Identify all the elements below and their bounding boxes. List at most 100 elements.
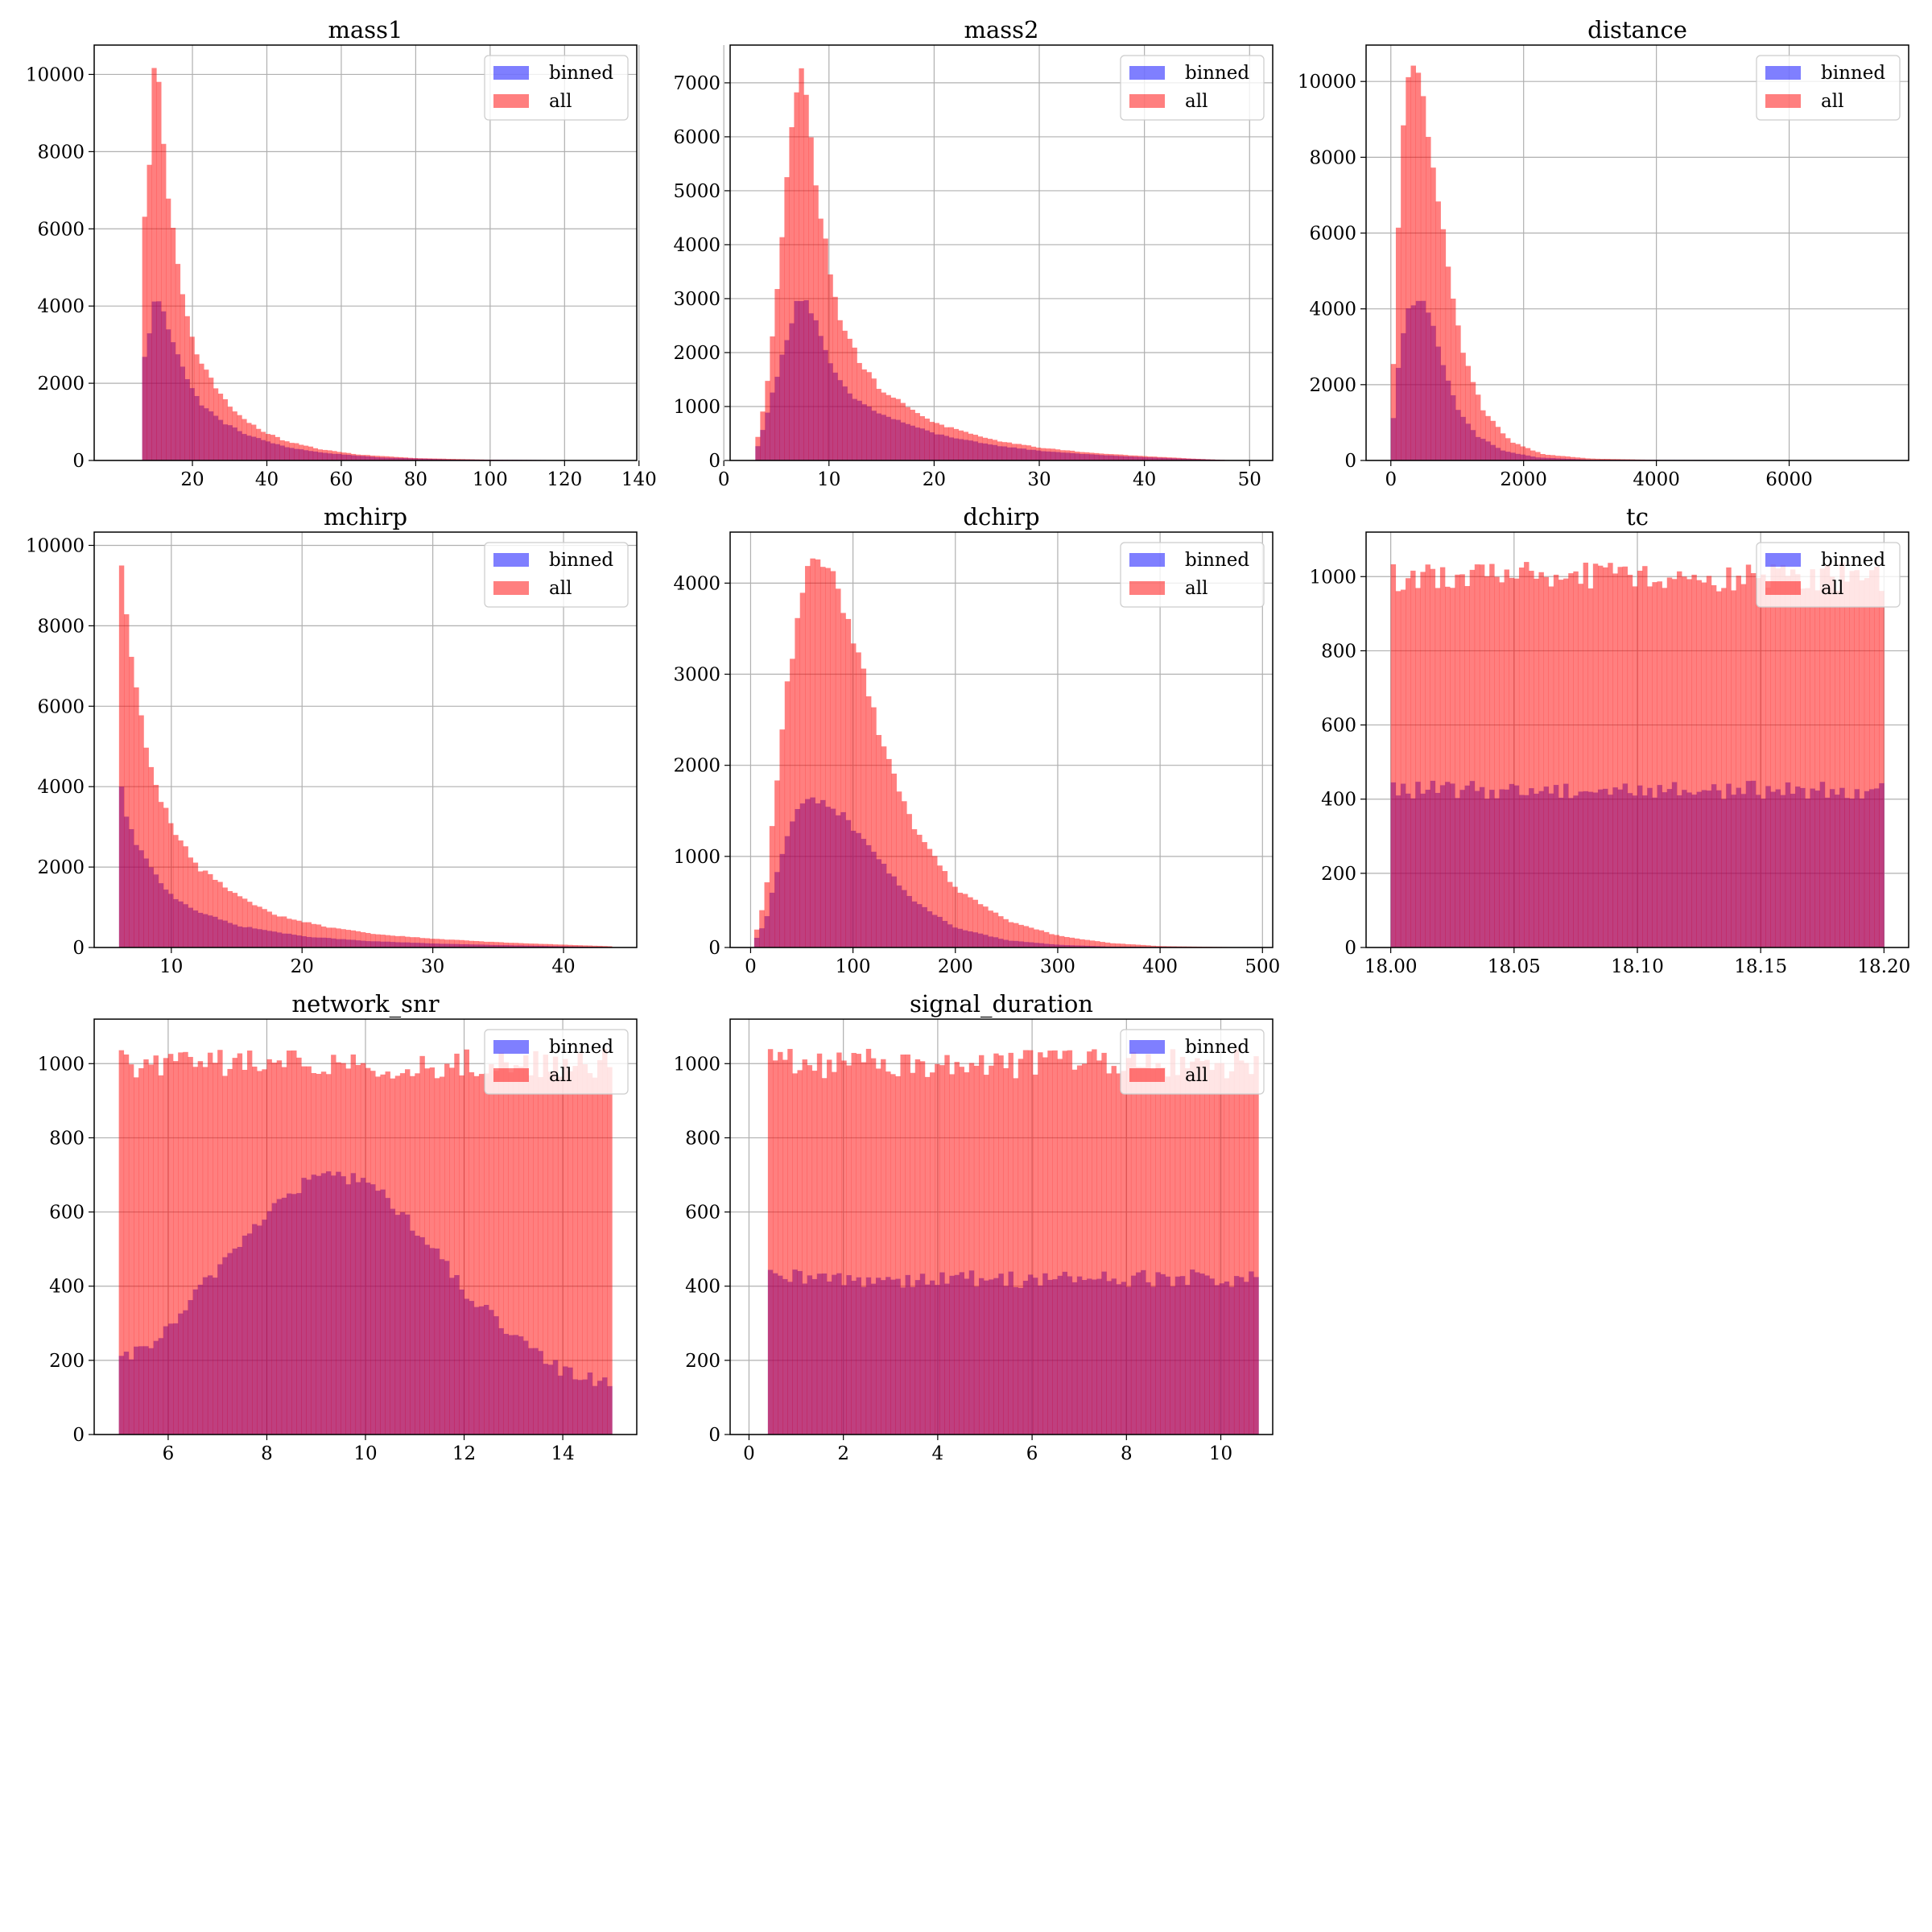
bar-all (1575, 457, 1581, 460)
bar-all (163, 1058, 169, 1435)
bar-all (1677, 571, 1682, 947)
bar-all (857, 362, 862, 460)
bar-all (170, 227, 176, 460)
bar-all (832, 1071, 837, 1435)
bar-all (484, 1073, 489, 1435)
bar-all (977, 436, 984, 460)
bar-all (827, 1059, 832, 1435)
bar-all (156, 81, 162, 460)
bar-all (1195, 458, 1201, 460)
bar-all (350, 930, 357, 947)
bar-all (1162, 456, 1167, 460)
bar-all (232, 1058, 237, 1435)
bar-all (464, 940, 469, 947)
bar-all (813, 185, 819, 461)
y-tick-label: 3000 (673, 289, 720, 310)
bar-all (972, 899, 979, 947)
bar-all (279, 440, 285, 460)
bar-all (147, 164, 152, 461)
bar-all (1819, 568, 1826, 947)
y-tick-label: 8000 (37, 142, 85, 163)
x-tick-label: 4 (932, 1443, 944, 1464)
legend: binned all (484, 55, 629, 121)
bar-all (429, 1067, 436, 1435)
bar-all (284, 441, 290, 460)
bar-all (424, 938, 430, 947)
legend: binned all (484, 1029, 629, 1095)
bar-all (1141, 1067, 1146, 1435)
bar-all (355, 931, 361, 947)
bar-all (1731, 590, 1736, 947)
x-tick-label: 100 (473, 469, 508, 490)
bar-all (375, 934, 381, 947)
bar-all (148, 1064, 154, 1435)
bar-all (1800, 588, 1806, 947)
bar-all (934, 423, 939, 460)
bar-all (184, 316, 190, 460)
bar-all (183, 1051, 188, 1435)
bar-all (597, 1059, 603, 1435)
bar-all (232, 411, 237, 460)
bar-all (256, 428, 262, 460)
bar-all (931, 856, 938, 947)
bar-all (405, 1069, 411, 1435)
bar-all (764, 882, 770, 947)
bar-all (790, 658, 795, 947)
bar-all (336, 452, 342, 460)
y-tick-label: 2000 (37, 374, 85, 394)
bar-all (1011, 444, 1018, 460)
legend-swatch-binned (1129, 1040, 1165, 1054)
bar-all (222, 1075, 228, 1435)
bar-all (207, 1052, 213, 1435)
y-tick-label: 2000 (1309, 375, 1356, 396)
bar-all (118, 565, 125, 947)
bar-all (1554, 456, 1561, 460)
bar-all (954, 1062, 960, 1435)
bar-all (1016, 444, 1022, 460)
bar-all (572, 945, 578, 947)
bar-all (142, 217, 147, 460)
bar-all (271, 1063, 278, 1435)
bar-all (895, 1075, 901, 1435)
bar-all (242, 1070, 248, 1435)
legend-swatch-binned (1765, 66, 1801, 80)
bar-all (1810, 569, 1815, 947)
bar-all (1152, 456, 1158, 460)
x-tick-label: 40 (551, 956, 575, 977)
bar-all (958, 430, 964, 460)
bar-all (296, 1057, 302, 1435)
bar-all (1094, 941, 1100, 947)
bar-all (1513, 578, 1520, 947)
bar-all (389, 456, 394, 460)
bar-all (1125, 943, 1131, 947)
x-tick-label: 18.20 (1857, 956, 1910, 977)
bar-all (1023, 926, 1030, 947)
bar-all (984, 1075, 989, 1435)
bar-all (543, 943, 548, 947)
bar-all (213, 879, 218, 947)
bar-all (369, 455, 375, 460)
bar-all (1765, 587, 1771, 947)
legend-swatch-binned (493, 553, 529, 567)
bar-all (1142, 456, 1148, 460)
bar-all (937, 865, 943, 947)
bar-all (208, 873, 213, 947)
bar-all (1113, 454, 1119, 460)
bar-all (183, 846, 188, 947)
y-tick-label: 4000 (37, 777, 85, 798)
bar-all (914, 413, 920, 460)
bar-all (1400, 589, 1406, 947)
panel-tc: tc 18.00 18.05 18.10 18.15 18.20 0 200 400 600 800… (1309, 503, 1910, 977)
bar-all (1410, 570, 1416, 947)
bar-all (1084, 452, 1090, 460)
x-tick-label: 10 (353, 1443, 377, 1464)
bar-all (301, 922, 307, 947)
x-tick-label: 2 (837, 1443, 849, 1464)
bar-all (1480, 410, 1486, 460)
bar-all (1410, 65, 1416, 460)
bar-all (1249, 1074, 1254, 1435)
bar-all (513, 1065, 519, 1435)
bar-all (1490, 420, 1496, 460)
bar-all (1750, 572, 1757, 947)
bar-all (861, 1062, 867, 1435)
